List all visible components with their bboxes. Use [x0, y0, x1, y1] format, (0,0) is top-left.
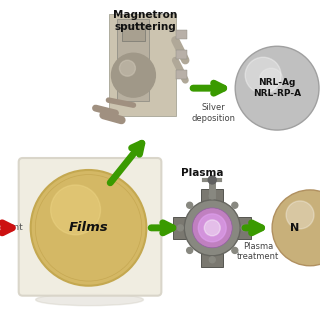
- Circle shape: [51, 185, 100, 235]
- FancyBboxPatch shape: [173, 217, 195, 239]
- Circle shape: [177, 225, 183, 231]
- FancyBboxPatch shape: [229, 217, 251, 239]
- FancyBboxPatch shape: [176, 50, 187, 59]
- Circle shape: [204, 220, 220, 236]
- Circle shape: [209, 193, 215, 199]
- Circle shape: [259, 68, 283, 92]
- FancyBboxPatch shape: [19, 158, 161, 296]
- Text: ment: ment: [0, 223, 22, 232]
- Circle shape: [232, 202, 238, 208]
- FancyBboxPatch shape: [201, 189, 223, 211]
- FancyBboxPatch shape: [122, 25, 145, 41]
- Circle shape: [208, 176, 216, 184]
- Text: Plasma
treatment: Plasma treatment: [237, 242, 279, 261]
- Ellipse shape: [36, 294, 143, 306]
- Text: Plasma: Plasma: [181, 168, 224, 178]
- Circle shape: [198, 214, 226, 242]
- Circle shape: [235, 46, 319, 130]
- Circle shape: [286, 201, 314, 229]
- Circle shape: [257, 71, 307, 121]
- Circle shape: [209, 257, 215, 263]
- FancyBboxPatch shape: [109, 14, 176, 116]
- FancyBboxPatch shape: [176, 30, 187, 39]
- FancyBboxPatch shape: [176, 70, 187, 79]
- Circle shape: [184, 200, 240, 256]
- Text: Magnetron
sputtering: Magnetron sputtering: [113, 10, 178, 32]
- Circle shape: [241, 225, 247, 231]
- Circle shape: [111, 53, 156, 97]
- Text: N: N: [291, 223, 300, 233]
- FancyBboxPatch shape: [117, 19, 149, 101]
- Text: NRL-Ag
NRL-RP-A: NRL-Ag NRL-RP-A: [253, 78, 301, 98]
- Circle shape: [192, 208, 232, 248]
- Circle shape: [119, 60, 135, 76]
- Circle shape: [232, 247, 238, 253]
- Circle shape: [272, 190, 320, 266]
- Text: Films: Films: [69, 221, 108, 234]
- Circle shape: [187, 202, 193, 208]
- Circle shape: [245, 57, 281, 93]
- FancyBboxPatch shape: [201, 245, 223, 267]
- Text: Silver
deposition: Silver deposition: [191, 103, 235, 123]
- Circle shape: [31, 170, 147, 286]
- Circle shape: [187, 247, 193, 253]
